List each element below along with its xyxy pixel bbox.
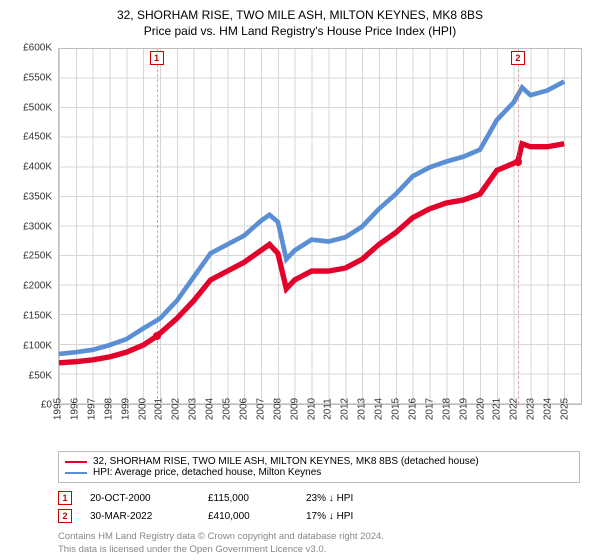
- legend-and-info: 32, SHORHAM RISE, TWO MILE ASH, MILTON K…: [10, 451, 590, 556]
- x-tick-label: 2013: [357, 398, 368, 420]
- x-tick-label: 2010: [306, 398, 317, 420]
- sale-marker-label: 2: [511, 51, 525, 65]
- x-tick-label: 2009: [289, 398, 300, 420]
- sale-marker-line: [518, 49, 519, 404]
- sale-marker-dot: [153, 332, 161, 340]
- legend-row: HPI: Average price, detached house, Milt…: [65, 467, 573, 478]
- series-property: [59, 144, 564, 363]
- sale-row: 1 20-OCT-2000 £115,000 23% ↓ HPI: [58, 489, 580, 507]
- x-tick-label: 2008: [272, 398, 283, 420]
- y-tick-label: £400K: [23, 162, 52, 173]
- x-tick-label: 2015: [391, 398, 402, 420]
- y-tick-label: £450K: [23, 132, 52, 143]
- x-tick-label: 2018: [441, 398, 452, 420]
- legend-swatch: [65, 461, 87, 463]
- x-tick-label: 1998: [103, 398, 114, 420]
- title-subtitle: Price paid vs. HM Land Registry's House …: [10, 24, 590, 38]
- title-block: 32, SHORHAM RISE, TWO MILE ASH, MILTON K…: [10, 8, 590, 38]
- x-tick-label: 2003: [188, 398, 199, 420]
- y-tick-label: £0: [41, 400, 52, 411]
- sale-row-date: 20-OCT-2000: [90, 493, 190, 504]
- x-tick-label: 2004: [205, 398, 216, 420]
- x-tick-label: 2002: [171, 398, 182, 420]
- x-tick-label: 2016: [407, 398, 418, 420]
- sale-marker-dot: [514, 158, 522, 166]
- x-tick-label: 2025: [560, 398, 571, 420]
- series-svg: [59, 49, 581, 404]
- x-tick-label: 2006: [238, 398, 249, 420]
- sale-row: 2 30-MAR-2022 £410,000 17% ↓ HPI: [58, 507, 580, 525]
- y-tick-label: £550K: [23, 72, 52, 83]
- y-tick-label: £300K: [23, 221, 52, 232]
- sales-table: 1 20-OCT-2000 £115,000 23% ↓ HPI 2 30-MAR-202…: [58, 489, 580, 525]
- x-tick-label: 1997: [86, 398, 97, 420]
- sale-row-marker: 1: [58, 491, 72, 505]
- x-tick-label: 2007: [255, 398, 266, 420]
- x-tick-label: 2021: [492, 398, 503, 420]
- x-tick-label: 2022: [509, 398, 520, 420]
- footer: Contains HM Land Registry data © Crown c…: [58, 531, 580, 556]
- y-tick-label: £100K: [23, 340, 52, 351]
- title-address: 32, SHORHAM RISE, TWO MILE ASH, MILTON K…: [10, 8, 590, 22]
- y-tick-label: £500K: [23, 102, 52, 113]
- sale-row-price: £410,000: [208, 511, 288, 522]
- x-tick-label: 1999: [120, 398, 131, 420]
- sale-row-price: £115,000: [208, 493, 288, 504]
- sale-marker-label: 1: [150, 51, 164, 65]
- x-tick-label: 2014: [374, 398, 385, 420]
- x-axis: 1995199619971998199920002001200220032004…: [58, 407, 582, 447]
- y-tick-label: £350K: [23, 191, 52, 202]
- x-tick-label: 1996: [69, 398, 80, 420]
- x-tick-label: 2011: [323, 399, 334, 421]
- footer-line-2: This data is licensed under the Open Gov…: [58, 544, 580, 556]
- sale-row-pct: 17% ↓ HPI: [306, 511, 406, 522]
- y-tick-label: £600K: [23, 43, 52, 54]
- legend-label: 32, SHORHAM RISE, TWO MILE ASH, MILTON K…: [93, 456, 479, 467]
- sale-row-pct: 23% ↓ HPI: [306, 493, 406, 504]
- legend-box: 32, SHORHAM RISE, TWO MILE ASH, MILTON K…: [58, 451, 580, 483]
- sale-marker-line: [157, 49, 158, 404]
- x-tick-label: 2001: [154, 398, 165, 420]
- x-tick-label: 2005: [222, 398, 233, 420]
- y-tick-label: £250K: [23, 251, 52, 262]
- y-tick-label: £150K: [23, 310, 52, 321]
- x-tick-label: 2000: [137, 398, 148, 420]
- x-tick-label: 2020: [475, 398, 486, 420]
- sale-row-date: 30-MAR-2022: [90, 511, 190, 522]
- chart-area: £0 £50K £100K £150K £200K £250K £300K £350K £400…: [10, 44, 590, 447]
- plot-region: 12: [58, 48, 582, 405]
- x-tick-label: 1995: [53, 398, 64, 420]
- chart-container: 32, SHORHAM RISE, TWO MILE ASH, MILTON K…: [0, 0, 600, 560]
- x-tick-label: 2012: [340, 398, 351, 420]
- x-tick-label: 2023: [526, 398, 537, 420]
- y-axis: £0£50K£100K£150K£200K£250K£300K£350K£400…: [10, 48, 56, 405]
- legend-row: 32, SHORHAM RISE, TWO MILE ASH, MILTON K…: [65, 456, 573, 467]
- y-tick-label: £200K: [23, 281, 52, 292]
- y-tick-label: £50K: [29, 370, 52, 381]
- legend-label: HPI: Average price, detached house, Milt…: [93, 467, 321, 478]
- sale-row-marker: 2: [58, 509, 72, 523]
- legend-swatch: [65, 472, 87, 474]
- footer-line-1: Contains HM Land Registry data © Crown c…: [58, 531, 580, 543]
- x-tick-label: 2019: [458, 398, 469, 420]
- series-hpi: [59, 82, 564, 354]
- x-tick-label: 2017: [424, 398, 435, 420]
- x-tick-label: 2024: [543, 398, 554, 420]
